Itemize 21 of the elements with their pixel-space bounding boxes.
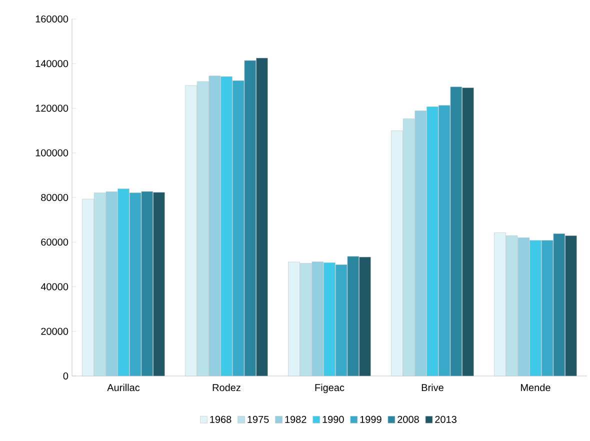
legend-label: 2013 (435, 416, 456, 423)
legend-label: 1999 (360, 416, 382, 423)
y-tick-label: 0 (63, 372, 68, 380)
legend-label: 1982 (285, 416, 306, 423)
legend-label: 1990 (322, 416, 344, 423)
y-tick-label: 140000 (36, 60, 68, 68)
x-tick-label: Mende (521, 384, 550, 392)
y-tick-label: 160000 (36, 15, 68, 23)
x-tick-label: Figeac (315, 384, 344, 394)
y-tick-label: 120000 (36, 104, 68, 112)
legend-label: 1975 (248, 416, 269, 423)
y-tick-label: 80000 (41, 194, 68, 202)
y-tick-label: 100000 (36, 149, 68, 156)
x-tick-label: Rodez (212, 384, 240, 392)
y-tick-label: 60000 (41, 238, 68, 246)
legend-label: 1968 (210, 416, 232, 423)
y-tick-label: 40000 (40, 283, 68, 290)
x-tick-label: Aurillac (107, 384, 140, 392)
legend-label: 2008 (398, 416, 419, 423)
y-tick-label: 20000 (41, 328, 68, 335)
x-tick-label: Brive (422, 384, 444, 392)
